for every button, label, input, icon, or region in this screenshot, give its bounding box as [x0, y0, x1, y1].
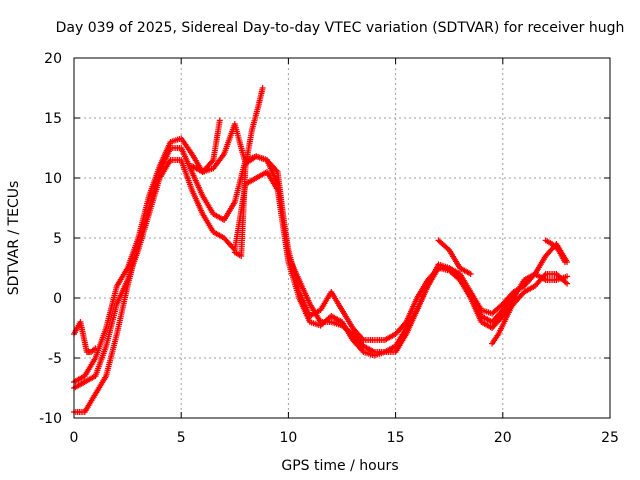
data-point — [259, 85, 266, 91]
data-point — [209, 158, 216, 165]
x-tick-label: 5 — [177, 430, 186, 446]
data-point — [561, 259, 568, 265]
y-tick-label: 20 — [44, 51, 62, 67]
series-satellite-c — [71, 157, 571, 391]
series-satellite-i — [489, 295, 519, 347]
x-tick-label: 15 — [387, 430, 405, 446]
series-satellite-h — [542, 237, 568, 265]
y-tick-label: -5 — [48, 351, 62, 367]
series-satellite-d — [71, 319, 99, 355]
data-point — [564, 280, 571, 287]
x-tick-label: 0 — [70, 430, 79, 446]
y-tick-label: 0 — [53, 291, 62, 307]
y-tick-label: 15 — [44, 111, 62, 127]
axis-ticks: 0 5 10 15 20 25 -10 -5 0 5 10 15 20 — [39, 51, 619, 446]
x-tick-label: 10 — [279, 430, 297, 446]
data-point — [216, 117, 223, 124]
series-satellite-g — [435, 237, 474, 277]
y-tick-label: 5 — [53, 231, 62, 247]
data-point — [564, 273, 571, 280]
y-axis-label: SDTVAR / TECUs — [6, 181, 22, 296]
x-tick-label: 20 — [494, 430, 512, 446]
data-point — [562, 279, 569, 286]
data-point — [402, 320, 409, 327]
grid — [74, 58, 610, 418]
data-point — [92, 345, 99, 352]
series-satellite-e — [188, 117, 223, 175]
x-tick-label: 25 — [601, 430, 619, 446]
data-point — [467, 271, 474, 277]
x-axis-label: GPS time / hours — [281, 458, 398, 474]
chart-title: Day 039 of 2025, Sidereal Day-to-day VTE… — [56, 20, 625, 36]
y-tick-label: -10 — [39, 411, 62, 427]
series-satellite-f — [231, 85, 266, 259]
data-points — [71, 85, 571, 415]
data-point — [512, 295, 519, 301]
series-satellite-a — [71, 121, 571, 385]
data-point — [359, 335, 366, 342]
series-satellite-b — [71, 145, 571, 415]
plot-frame — [73, 57, 611, 419]
y-tick-label: 10 — [44, 171, 62, 187]
